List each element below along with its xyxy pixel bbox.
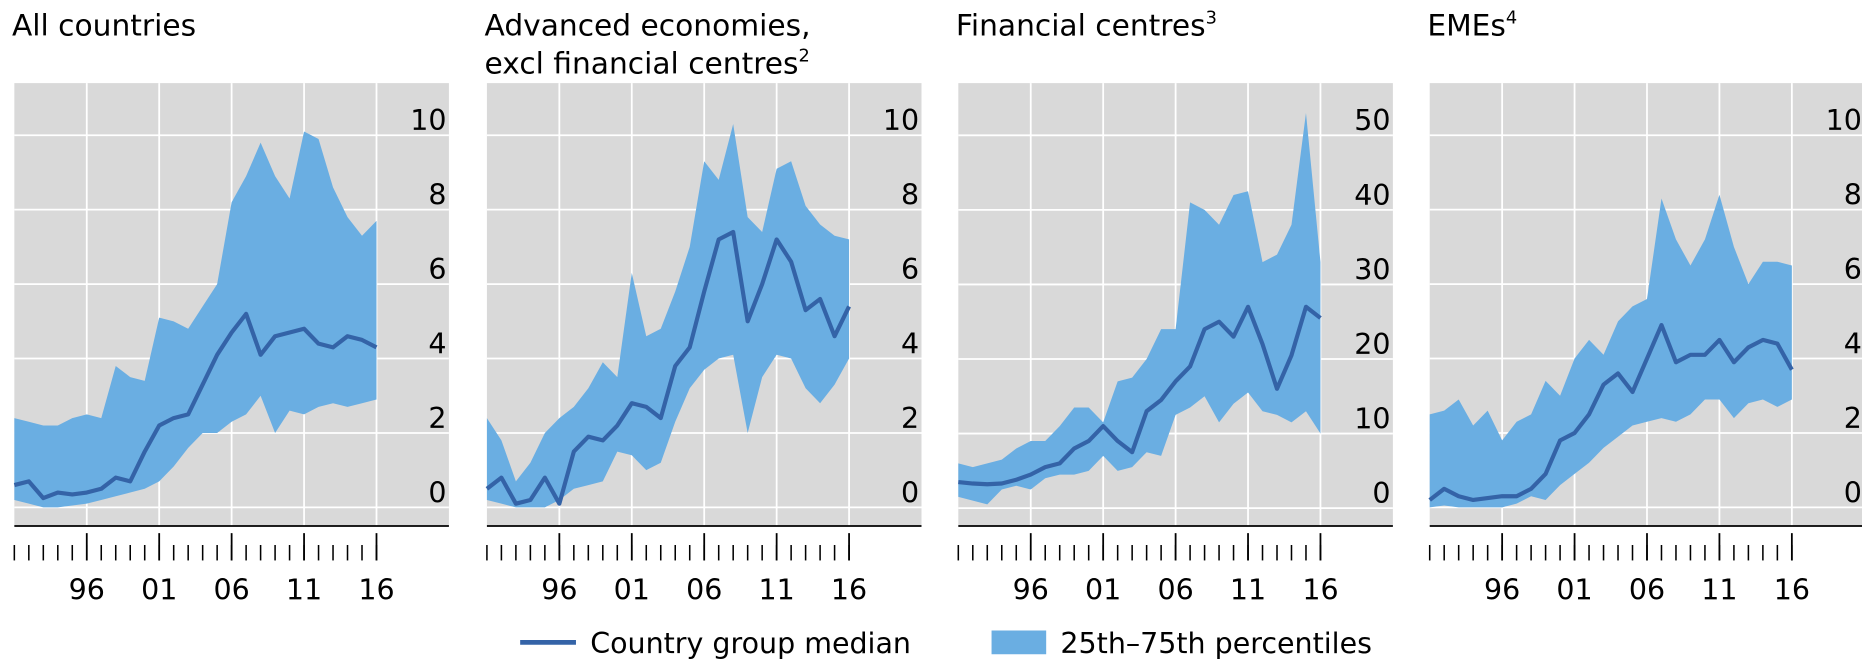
panel-title-text: Advanced economies,	[485, 8, 811, 43]
x-tick-label: 16	[358, 574, 394, 607]
y-tick-label: 10	[1354, 402, 1390, 435]
y-tick-label: 6	[1844, 253, 1862, 286]
x-tick-label: 11	[286, 574, 322, 607]
y-tick-label: 0	[1372, 477, 1390, 510]
y-tick-label: 2	[901, 402, 919, 435]
x-tick-label: 16	[831, 574, 867, 607]
median-line	[485, 229, 851, 506]
y-tick-label: 10	[883, 104, 919, 137]
y-tick-label: 6	[428, 253, 446, 286]
y-tick-label: 8	[901, 179, 919, 212]
x-tick-label: 11	[1230, 574, 1266, 607]
y-tick-label: 0	[428, 476, 446, 509]
panel-title-text: excl financial centres	[485, 46, 799, 81]
panel-title: Financial centres3	[956, 8, 1217, 43]
x-tick-label: 16	[1774, 574, 1810, 607]
x-tick-label: 96	[1013, 574, 1049, 607]
percentile-band	[958, 112, 1321, 505]
legend-swatch	[991, 630, 1047, 655]
title-note: 3	[1206, 8, 1217, 29]
panel-title-text: All countries	[12, 8, 196, 43]
panel-title: excl financial centres2	[485, 46, 810, 81]
x-tick-label: 11	[1701, 574, 1737, 607]
x-tick-label: 06	[1157, 574, 1193, 607]
x-tick-label: 01	[141, 574, 177, 607]
x-tick-label: 96	[1484, 574, 1520, 607]
x-tick-label: 01	[1556, 574, 1592, 607]
x-tick-label: 96	[69, 574, 105, 607]
y-tick-label: 50	[1354, 104, 1390, 137]
y-tick-label: 0	[901, 476, 919, 509]
percentile-band	[486, 124, 850, 508]
panel-title: All countries	[12, 8, 196, 43]
x-tick-label: 06	[1629, 574, 1665, 607]
panel-title: Advanced economies,	[485, 8, 811, 43]
x-tick-label: 16	[1302, 574, 1338, 607]
median-line	[958, 304, 1322, 487]
panel-title-text: Financial centres	[956, 8, 1206, 43]
y-tick-label: 8	[428, 179, 446, 212]
y-tick-label: 0	[1844, 476, 1862, 509]
panel-title-text: EMEs	[1427, 8, 1506, 43]
y-tick-label: 4	[428, 327, 446, 360]
y-tick-label: 40	[1354, 179, 1390, 212]
x-tick-label: 06	[214, 574, 250, 607]
y-tick-label: 2	[428, 402, 446, 435]
y-tick-label: 10	[410, 104, 446, 137]
y-tick-label: 2	[1844, 402, 1862, 435]
x-tick-label: 01	[614, 574, 650, 607]
panel-title: EMEs4	[1427, 8, 1517, 43]
median-line	[13, 311, 378, 501]
title-note: 2	[798, 46, 809, 67]
x-tick-label: 96	[541, 574, 577, 607]
percentile-band	[14, 131, 377, 508]
y-tick-label: 8	[1844, 179, 1862, 212]
y-tick-label: 30	[1354, 253, 1390, 286]
legend-label: Country group median	[590, 627, 911, 659]
y-tick-label: 4	[1844, 327, 1862, 360]
y-tick-label: 6	[901, 253, 919, 286]
median-line	[1428, 322, 1794, 503]
x-tick-label: 06	[686, 574, 722, 607]
y-tick-label: 20	[1354, 328, 1390, 361]
title-note: 4	[1506, 8, 1517, 29]
x-tick-label: 01	[1085, 574, 1121, 607]
percentile-band	[1429, 194, 1792, 508]
x-tick-label: 11	[759, 574, 795, 607]
y-tick-label: 10	[1826, 104, 1862, 137]
y-tick-label: 4	[901, 327, 919, 360]
legend-label: 25th–75th percentiles	[1060, 627, 1372, 659]
